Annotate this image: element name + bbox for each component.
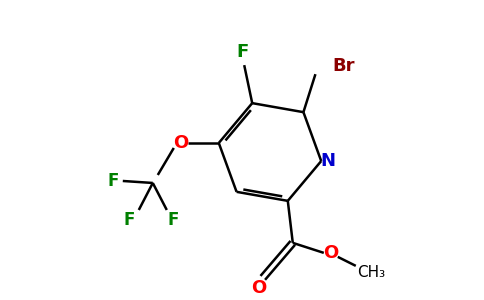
Text: F: F	[167, 211, 179, 229]
Text: O: O	[173, 134, 188, 152]
Text: F: F	[107, 172, 119, 190]
Text: F: F	[123, 211, 135, 229]
Text: Br: Br	[332, 57, 355, 75]
Text: N: N	[321, 152, 336, 170]
Text: F: F	[236, 43, 248, 61]
Text: CH₃: CH₃	[357, 266, 385, 280]
Text: O: O	[323, 244, 338, 262]
Text: O: O	[251, 279, 266, 297]
